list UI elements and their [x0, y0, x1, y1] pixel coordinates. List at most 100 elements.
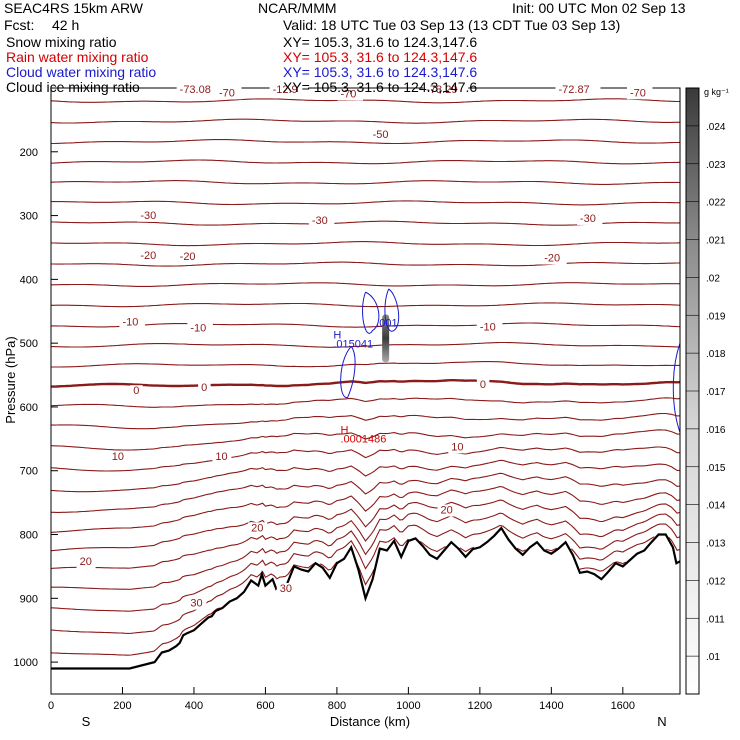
field-cloudwater-xy: XY= 105.3, 31.6 to 124.3,147.6 — [283, 64, 478, 80]
contour-label-bg — [137, 249, 163, 262]
temperature-contour — [51, 282, 680, 287]
temperature-contour — [51, 302, 681, 308]
temperature-contour — [50, 397, 681, 408]
contour-label-bg — [248, 522, 268, 535]
x-tick-label: 800 — [328, 700, 346, 712]
contour-label: -20 — [544, 253, 560, 265]
temperature-contour — [50, 446, 680, 472]
colorbar-tick-label: .016 — [706, 425, 726, 436]
contour-label: -20 — [140, 250, 156, 262]
contour-label: -70 — [219, 87, 235, 99]
temperature-contour — [50, 512, 681, 570]
y-tick-label: 600 — [20, 402, 38, 414]
field-cloudice-label: Cloud ice mixing ratio — [6, 79, 140, 95]
y-tick-label: 500 — [20, 338, 38, 350]
contour-label-bg — [215, 87, 242, 100]
temperature-contour — [50, 536, 681, 612]
temperature-contour — [51, 261, 680, 267]
x-axis-label: Distance (km) — [330, 714, 410, 729]
colorbar-tick-label: .012 — [706, 576, 726, 587]
x-tick-label: 1600 — [611, 700, 635, 712]
forecast-hours: 42 h — [52, 17, 80, 33]
temperature-contours — [50, 98, 681, 656]
y-tick-label: 1000 — [14, 657, 38, 669]
field-rain-xy: XY= 105.3, 31.6 to 124.3,147.6 — [283, 49, 478, 65]
y-tick-label: 200 — [20, 147, 38, 159]
temperature-contour — [51, 472, 681, 513]
temperature-contour — [50, 459, 681, 493]
temperature-contour — [50, 486, 681, 533]
init-time: Init: 00 UTC Mon 02 Sep 13 — [512, 0, 686, 16]
colorbar-tick-label: .02 — [706, 273, 720, 284]
colorbar-tick-label: .019 — [706, 311, 726, 322]
contour-label: -70 — [630, 87, 646, 99]
contour-label-bg — [555, 84, 601, 97]
contour-label: -72.87 — [558, 84, 589, 96]
contour-label-bg — [76, 556, 96, 569]
contour-label: -10 — [480, 321, 496, 333]
temperature-contour — [50, 607, 220, 656]
contour-label: 10 — [112, 451, 124, 463]
x-tick-label: 1000 — [396, 700, 420, 712]
colorbar-tick-label: .015 — [706, 463, 726, 474]
temperature-contour — [50, 499, 681, 552]
plot-frame — [50, 87, 681, 695]
contour-label-bg — [137, 209, 163, 222]
temperature-contour — [50, 561, 626, 634]
contour-label: 10 — [215, 451, 227, 463]
x-tick-label: 400 — [185, 700, 203, 712]
extremum-label: .0001486 — [340, 434, 386, 446]
x-axis: 0 200 400 600 800 1000 1200 1400 1600 — [48, 687, 635, 712]
colorbar-tick-label: .014 — [706, 501, 726, 512]
y-tick-label: 800 — [20, 530, 38, 542]
extremum-label: H — [340, 425, 348, 437]
south-end-label: S — [82, 714, 91, 729]
field-cloudice-xy: XY= 105.3, 31.6 to 124.3,147.6 — [283, 79, 478, 95]
contour-label: 20 — [441, 504, 453, 516]
temperature-contour — [51, 138, 681, 145]
contour-label: -20 — [180, 251, 196, 263]
contour-label: -73.08 — [180, 84, 211, 96]
north-end-label: N — [657, 714, 666, 729]
temperature-contour — [50, 241, 681, 247]
x-tick-label: 0 — [48, 700, 54, 712]
contour-label: -12.9 — [273, 84, 298, 96]
temperature-contour — [51, 341, 680, 348]
contour-label: -30 — [312, 215, 328, 227]
contour-label-bg — [448, 441, 468, 454]
contour-label: -30 — [140, 210, 156, 222]
contour-label: 20 — [80, 556, 92, 568]
temperature-contour — [51, 322, 681, 328]
colorbar-tick-label: .024 — [706, 122, 726, 133]
forecast-label: Fcst: — [4, 17, 35, 33]
y-tick-label: 700 — [20, 466, 38, 478]
field-snow-xy: XY= 105.3, 31.6 to 124.3,147.6 — [283, 34, 478, 50]
y-axis-label: Pressure (hPa) — [3, 336, 18, 423]
extremum-label: H — [333, 330, 341, 342]
temperature-contour — [50, 118, 680, 124]
x-tick-label: 600 — [256, 700, 274, 712]
contour-label-bg — [476, 321, 503, 334]
colorbar-tick-label: .017 — [706, 387, 726, 398]
field-cloudwater-label: Cloud water mixing ratio — [6, 64, 157, 80]
contour-label: -10 — [122, 316, 138, 328]
colorbar-unit: g kg⁻¹ — [704, 87, 729, 97]
extremum-label: .001 — [376, 318, 397, 330]
contour-label-bg — [198, 382, 211, 394]
contour-label-bg — [437, 504, 457, 517]
y-tick-label: 400 — [20, 274, 38, 286]
cloud-water-contour — [672, 342, 681, 433]
contour-label-bg — [423, 84, 469, 97]
colorbar-tick-label: .022 — [706, 198, 726, 209]
temperature-contour — [50, 98, 680, 104]
temperature-contour — [51, 379, 681, 388]
contour-label: 30 — [190, 598, 202, 610]
temperature-contour — [51, 412, 681, 430]
contour-label-bg — [476, 378, 490, 391]
valid-time: Valid: 18 UTC Tue 03 Sep 13 (13 CDT Tue … — [283, 17, 621, 33]
contour-label-bg — [130, 385, 143, 398]
field-rain-label: Rain water mixing ratio — [6, 49, 149, 65]
cloud-water-contour — [362, 291, 380, 334]
